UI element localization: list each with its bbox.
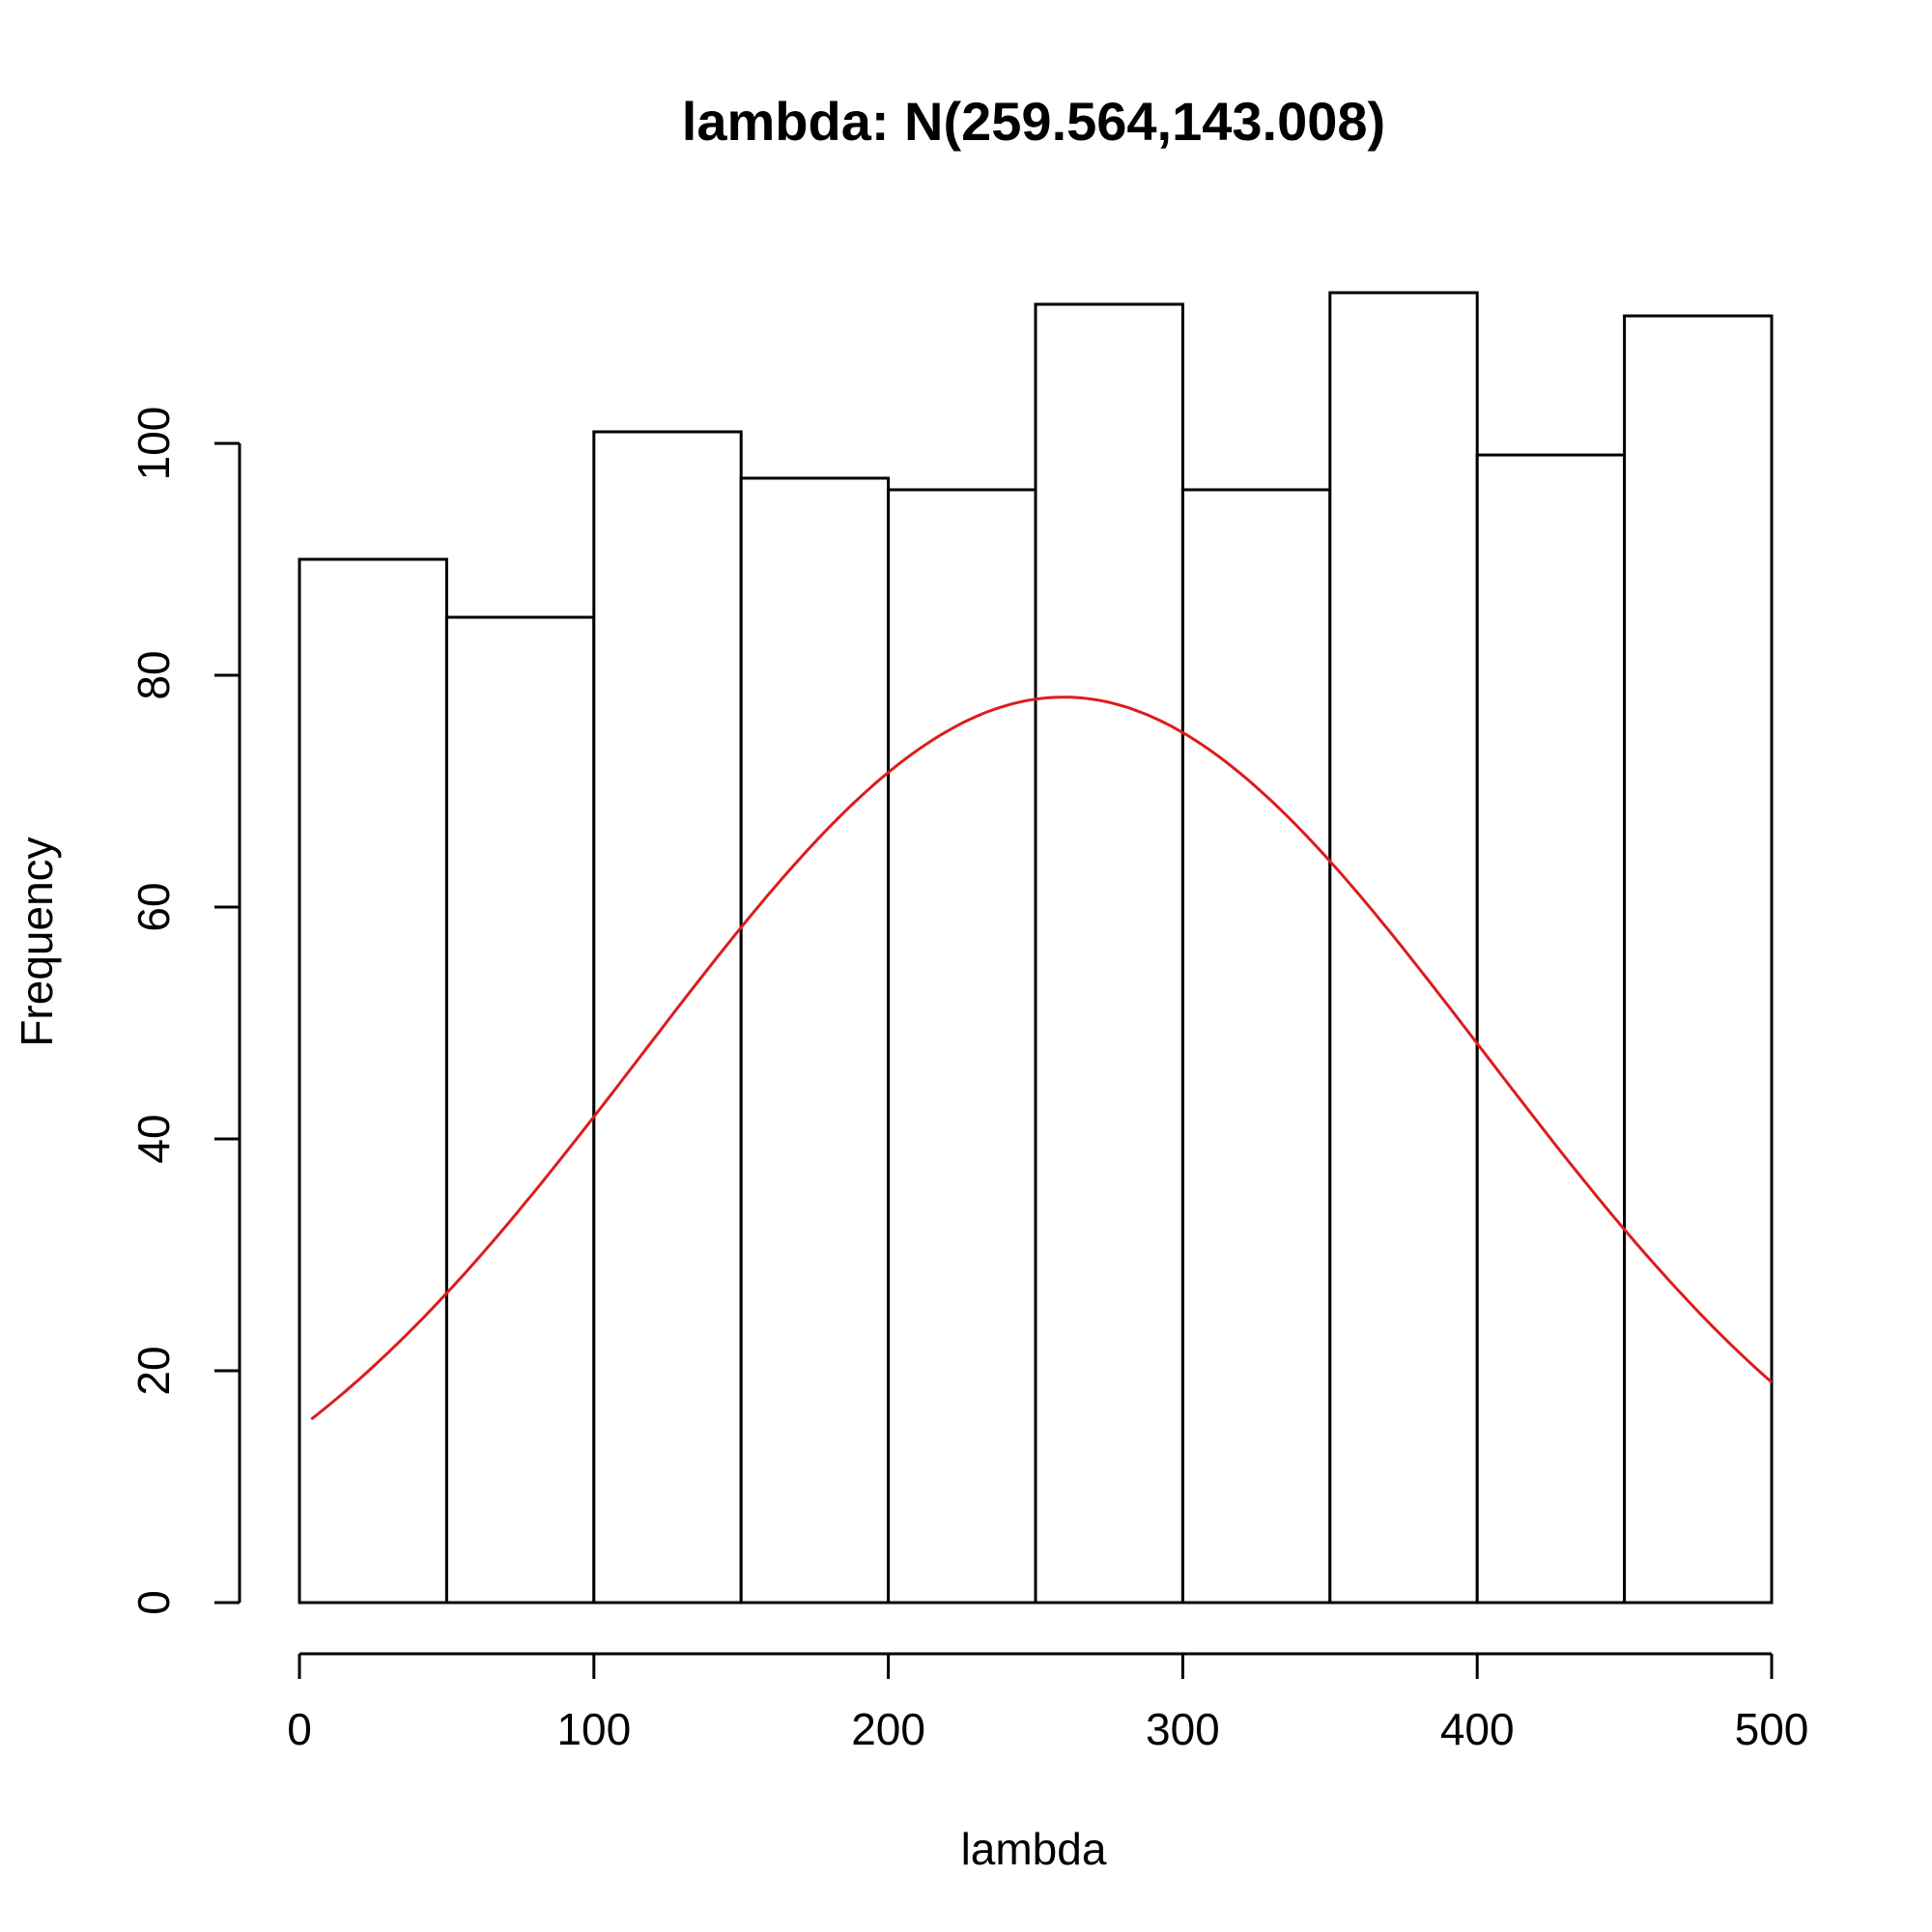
histogram-bar — [887, 488, 1037, 1605]
histogram-bars — [298, 291, 1774, 1605]
chart-title: lambda: N(259.564,143.008) — [682, 91, 1385, 152]
x-tick-label: 500 — [1735, 1704, 1809, 1754]
x-tick-label: 0 — [287, 1704, 312, 1754]
y-tick-label: 80 — [128, 650, 179, 699]
y-axis-label: Frequency — [12, 837, 62, 1046]
y-tick-label: 60 — [128, 882, 179, 931]
x-axis-label: lambda — [961, 1824, 1107, 1874]
x-tick-label: 300 — [1146, 1704, 1220, 1754]
y-tick-label: 20 — [128, 1346, 179, 1395]
x-tick-label: 200 — [851, 1704, 925, 1754]
normal-curve-group — [310, 696, 1773, 1421]
histogram-bar — [1475, 453, 1627, 1605]
histogram-bar — [1180, 488, 1332, 1605]
histogram-bar — [298, 557, 448, 1605]
y-axis: 0 20 40 60 80 100 — [128, 407, 242, 1615]
y-tick-label: 0 — [128, 1590, 179, 1615]
normal-curve — [310, 696, 1773, 1421]
histogram-bar — [1034, 302, 1184, 1605]
histogram-bar — [739, 476, 891, 1605]
histogram-bar — [1623, 314, 1774, 1605]
y-tick-label: 40 — [128, 1114, 179, 1163]
x-tick-label: 100 — [556, 1704, 631, 1754]
x-axis: 0 100 200 300 400 500 — [287, 1652, 1809, 1754]
histogram-bar — [444, 615, 596, 1605]
x-tick-label: 400 — [1440, 1704, 1515, 1754]
histogram-bar — [592, 430, 743, 1605]
y-tick-label: 100 — [128, 407, 179, 481]
